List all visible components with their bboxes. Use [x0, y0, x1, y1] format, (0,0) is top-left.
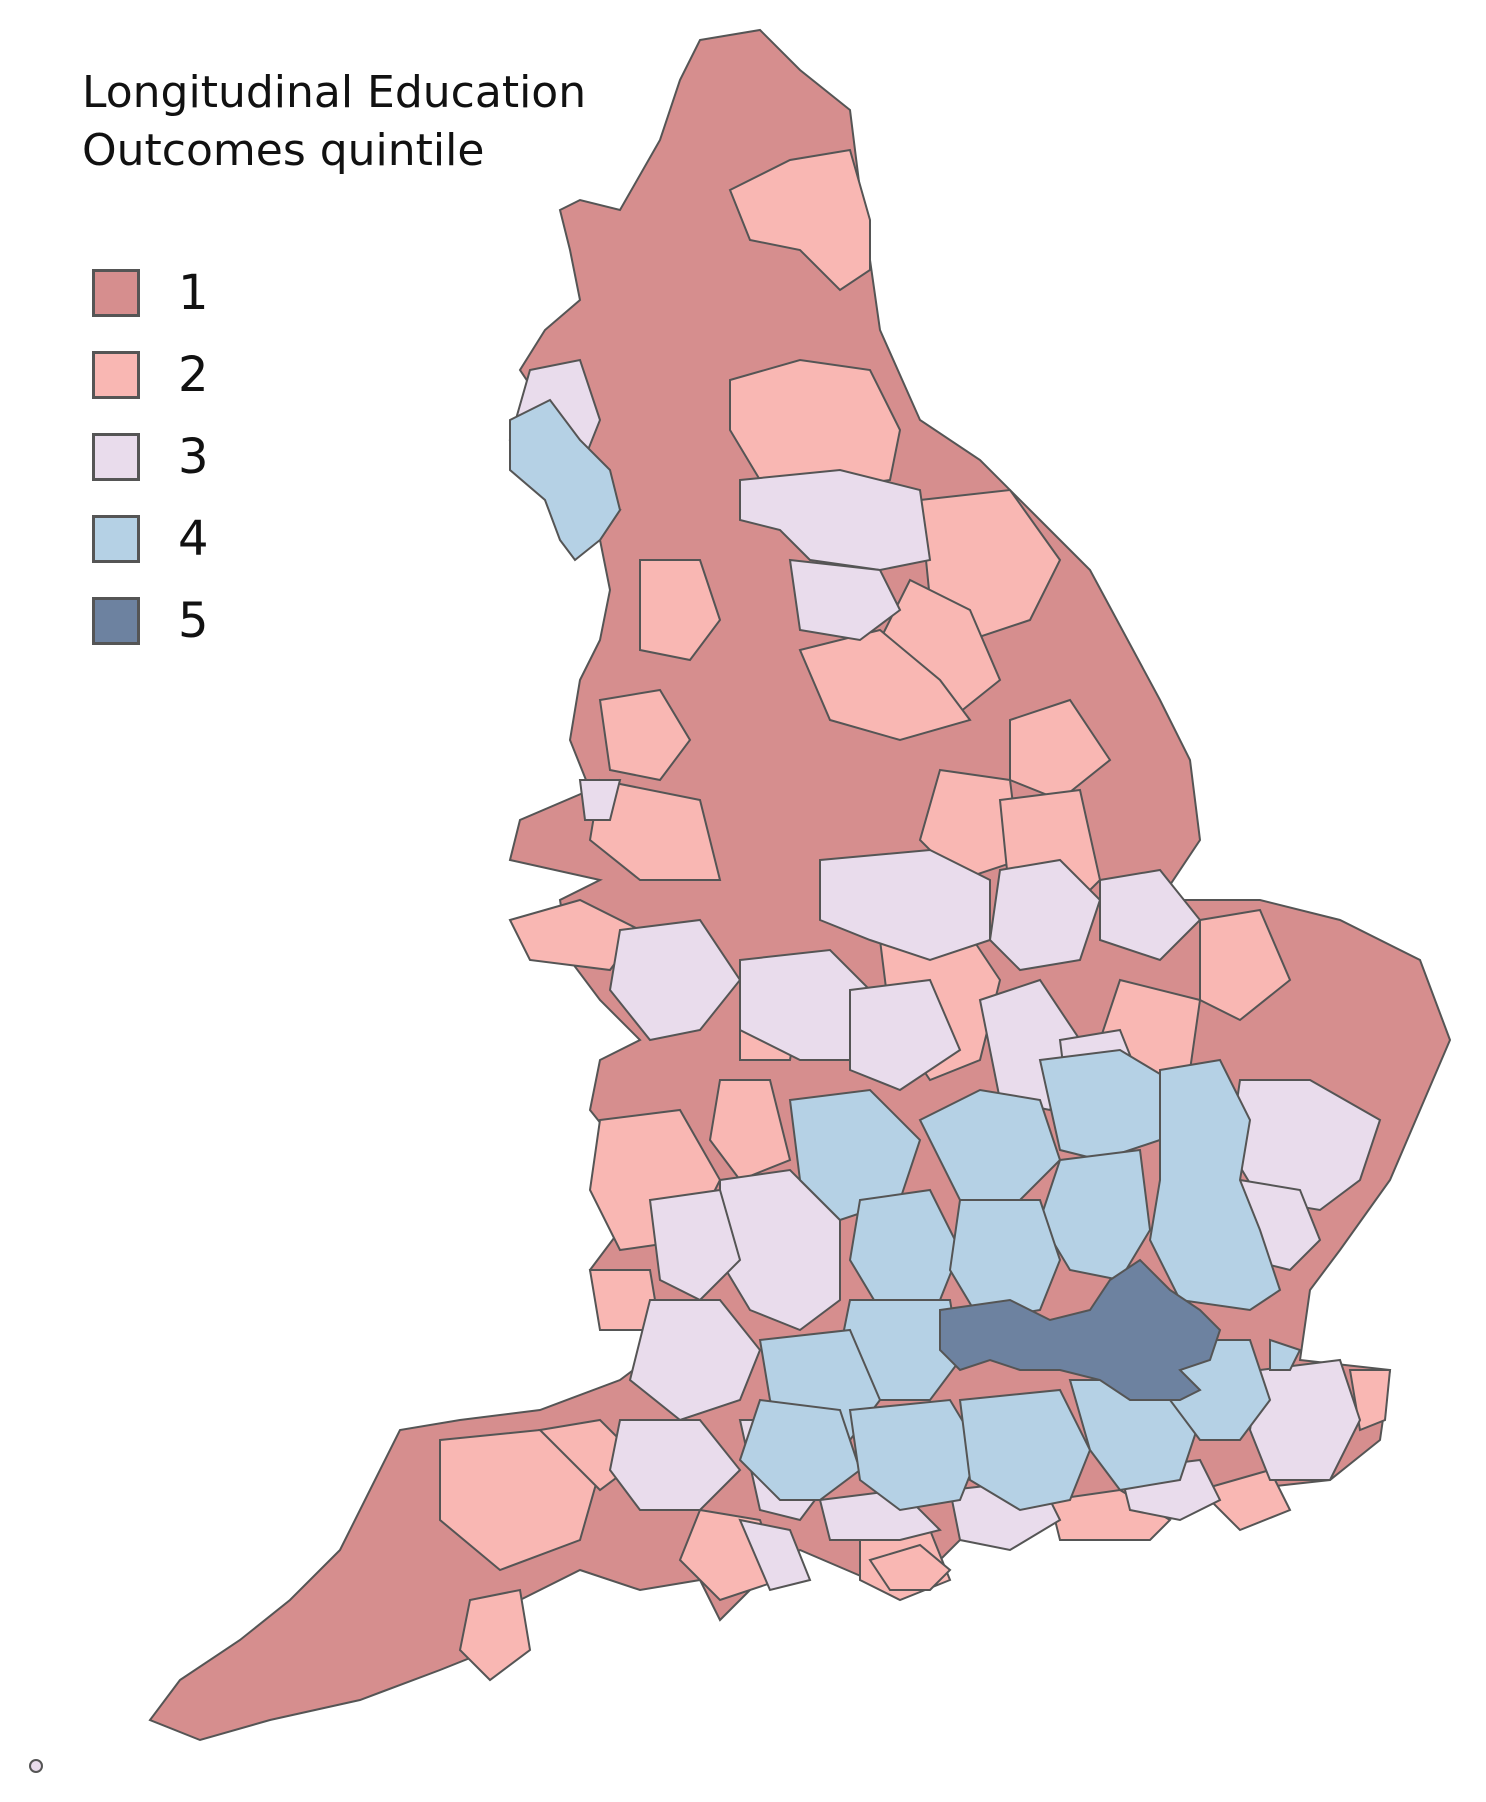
legend-title-line2: Outcomes quintile	[82, 125, 485, 176]
legend-label: 4	[178, 511, 209, 567]
legend-item-3: 3	[92, 416, 209, 498]
quintile-3-regions	[508, 358, 1382, 1592]
quintile-5-regions	[939, 1258, 1222, 1401]
legend-label: 5	[178, 593, 209, 649]
isle-of-wight	[868, 1543, 952, 1591]
legend-item-5: 5	[92, 580, 209, 662]
legend-title: Longitudinal Education Outcomes quintile	[82, 64, 586, 180]
legend-swatch	[92, 433, 140, 481]
legend-label: 2	[178, 347, 209, 403]
legend-label: 3	[178, 429, 209, 485]
legend-item-4: 4	[92, 498, 209, 580]
legend-swatch	[92, 351, 140, 399]
legend-item-2: 2	[92, 334, 209, 416]
legend-swatch	[92, 597, 140, 645]
isles-of-scilly	[29, 1759, 43, 1773]
legend-swatch	[92, 515, 140, 563]
legend-label: 1	[178, 265, 209, 321]
legend-item-1: 1	[92, 252, 209, 334]
legend-swatch	[92, 269, 140, 317]
legend-title-line1: Longitudinal Education	[82, 67, 587, 118]
quintile-4-regions	[509, 398, 1302, 1512]
quintile-2-regions	[439, 148, 1392, 1682]
legend: 1 2 3 4 5	[92, 252, 209, 662]
